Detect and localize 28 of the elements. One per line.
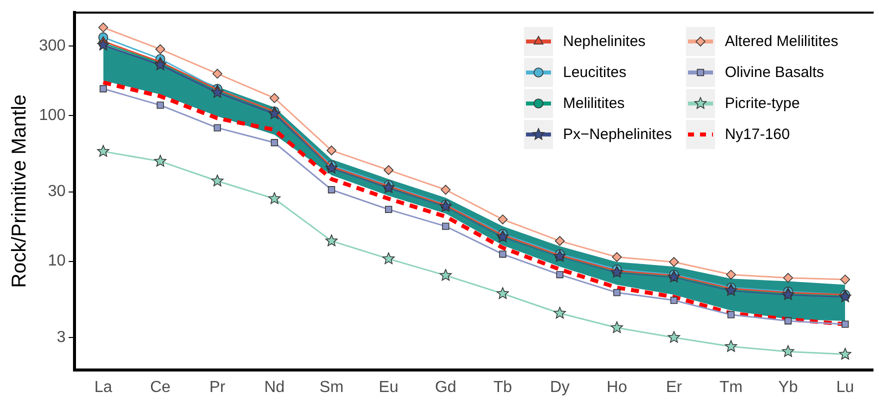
x-tick-label: Sm bbox=[320, 378, 344, 396]
y-tick-label: 3 bbox=[56, 328, 66, 346]
legend-label: Altered Melilitites bbox=[724, 33, 838, 50]
legend-label: Px−Nephelinites bbox=[563, 126, 672, 143]
y-tick-label: 300 bbox=[38, 38, 66, 55]
x-tick-label: Yb bbox=[778, 378, 798, 396]
legend-label: Olivine Basalts bbox=[724, 64, 824, 81]
legend-label: Melilitites bbox=[563, 95, 625, 112]
x-tick-label: Ce bbox=[150, 378, 171, 396]
x-tick-label: Lu bbox=[836, 378, 854, 396]
x-tick-label: Gd bbox=[434, 378, 456, 396]
x-tick-label: Eu bbox=[378, 378, 398, 396]
y-tick-label: 30 bbox=[48, 183, 66, 200]
y-axis-title: Rock/Primitive Mantle bbox=[8, 94, 31, 288]
y-tick-label: 10 bbox=[48, 252, 66, 270]
legend-label: Ny17-160 bbox=[724, 126, 790, 143]
x-tick-label: Pr bbox=[209, 378, 226, 396]
legend-label: Picrite-type bbox=[724, 95, 800, 112]
x-tick-label: La bbox=[94, 378, 112, 396]
y-tick-label: 100 bbox=[38, 107, 66, 124]
x-tick-label: Ho bbox=[606, 378, 628, 396]
x-tick-label: Dy bbox=[550, 378, 570, 396]
x-tick-label: Nd bbox=[264, 378, 285, 396]
x-tick-label: Tm bbox=[719, 378, 743, 396]
x-tick-label: Tb bbox=[493, 378, 512, 396]
x-tick-label: Er bbox=[666, 378, 683, 396]
legend-label: Nephelinites bbox=[563, 33, 646, 50]
legend-label: Leucitites bbox=[563, 64, 626, 81]
